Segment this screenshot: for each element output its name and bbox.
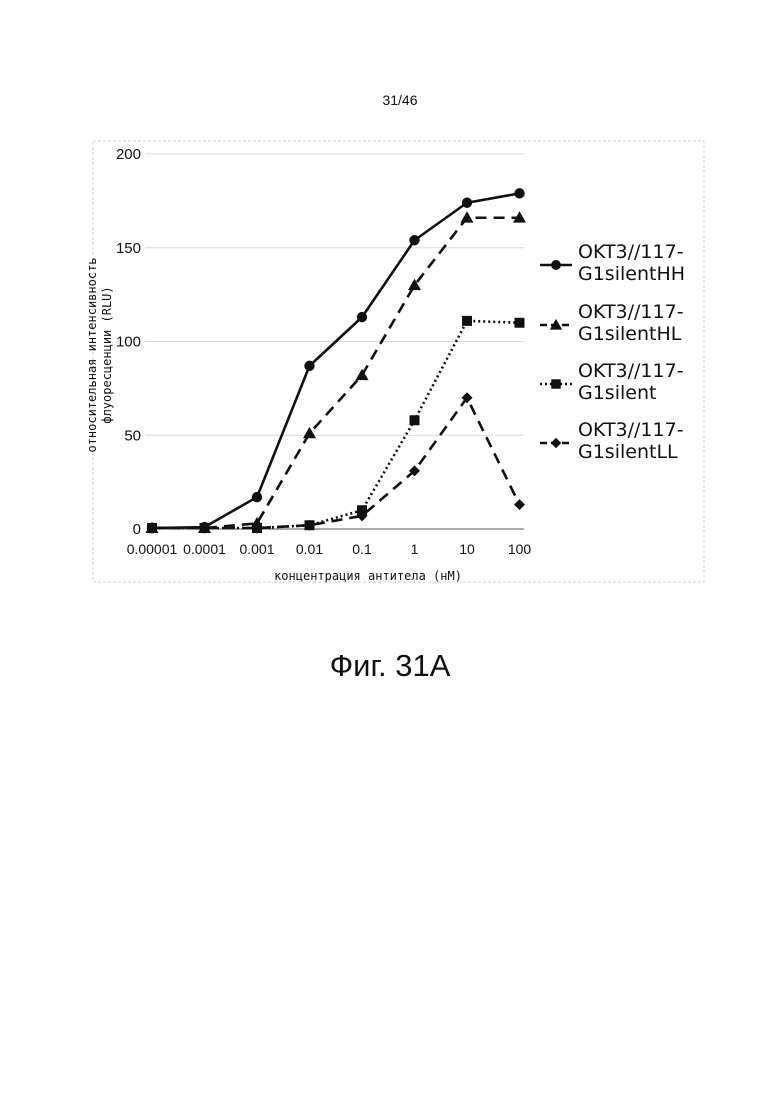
legend-marker bbox=[551, 379, 561, 389]
y-tick-label: 100 bbox=[116, 334, 141, 351]
data-point bbox=[409, 235, 419, 245]
chart: 0 50 100 150 200 0.00001 0.0001 0.001 0.01 0.1 1 1… bbox=[0, 0, 780, 640]
data-point bbox=[357, 312, 367, 322]
legend-label-line-2: G1silentLL bbox=[578, 441, 678, 463]
x-tick-label: 0.0001 bbox=[183, 541, 226, 557]
data-point bbox=[357, 505, 367, 515]
legend-marker bbox=[551, 438, 561, 448]
series-line bbox=[152, 218, 520, 528]
series-1 bbox=[146, 211, 527, 533]
series-2 bbox=[147, 316, 525, 533]
data-point bbox=[462, 198, 472, 208]
legend-item-0: OKT3//117-G1silentHH bbox=[540, 241, 685, 285]
legend-item-1: OKT3//117-G1silentHL bbox=[540, 301, 684, 345]
legend-item-2: OKT3//117-G1silent bbox=[540, 360, 684, 404]
x-tick-label: 0.00001 bbox=[127, 541, 178, 557]
legend-label-line-1: OKT3//117- bbox=[578, 419, 684, 441]
data-point bbox=[199, 522, 209, 532]
data-point bbox=[252, 492, 262, 502]
series-line bbox=[152, 193, 520, 528]
x-tick-labels: 0.00001 0.0001 0.001 0.01 0.1 1 10 100 bbox=[127, 541, 532, 557]
data-point bbox=[461, 211, 474, 222]
data-point bbox=[514, 499, 525, 510]
data-point bbox=[305, 520, 315, 530]
x-tick-label: 0.1 bbox=[352, 541, 372, 557]
data-point bbox=[462, 316, 472, 326]
legend-item-3: OKT3//117-G1silentLL bbox=[540, 419, 684, 463]
data-point bbox=[304, 361, 314, 371]
x-axis-label: концентрация антитела (нМ) bbox=[274, 569, 462, 583]
series-line bbox=[152, 321, 520, 528]
series-0 bbox=[147, 188, 525, 533]
data-point bbox=[410, 415, 420, 425]
x-tick-label: 100 bbox=[508, 541, 532, 557]
x-tick-label: 0.001 bbox=[239, 541, 274, 557]
legend-label-line-2: G1silent bbox=[578, 382, 656, 404]
y-axis-label-line-1: относительная интенсивность bbox=[85, 257, 99, 452]
y-tick-labels: 0 50 100 150 200 bbox=[116, 146, 141, 538]
y-tick-label: 150 bbox=[116, 240, 141, 257]
data-point bbox=[356, 369, 369, 380]
y-axis-label-line-2: флуоресценции (RLU) bbox=[100, 286, 114, 423]
x-tick-label: 1 bbox=[411, 541, 419, 557]
legend: OKT3//117-G1silentHHOKT3//117-G1silentHL… bbox=[540, 241, 685, 463]
legend-label-line-2: G1silentHL bbox=[578, 323, 682, 345]
data-point bbox=[515, 318, 525, 328]
data-point bbox=[147, 523, 157, 533]
legend-label-line-1: OKT3//117- bbox=[578, 301, 684, 323]
series-line bbox=[152, 398, 520, 528]
data-point bbox=[514, 188, 524, 198]
series-3 bbox=[147, 392, 526, 533]
x-tick-label: 0.01 bbox=[296, 541, 323, 557]
legend-label-line-2: G1silentHH bbox=[578, 263, 685, 285]
y-tick-label: 50 bbox=[124, 427, 141, 444]
x-tick-label: 10 bbox=[459, 541, 475, 557]
y-tick-label: 200 bbox=[116, 146, 141, 163]
legend-marker bbox=[551, 260, 561, 270]
series-layer bbox=[146, 188, 527, 533]
y-tick-label: 0 bbox=[133, 521, 141, 538]
legend-label-line-1: OKT3//117- bbox=[578, 360, 684, 382]
legend-label-line-1: OKT3//117- bbox=[578, 241, 684, 263]
figure-caption: Фиг. 31A bbox=[0, 648, 780, 684]
